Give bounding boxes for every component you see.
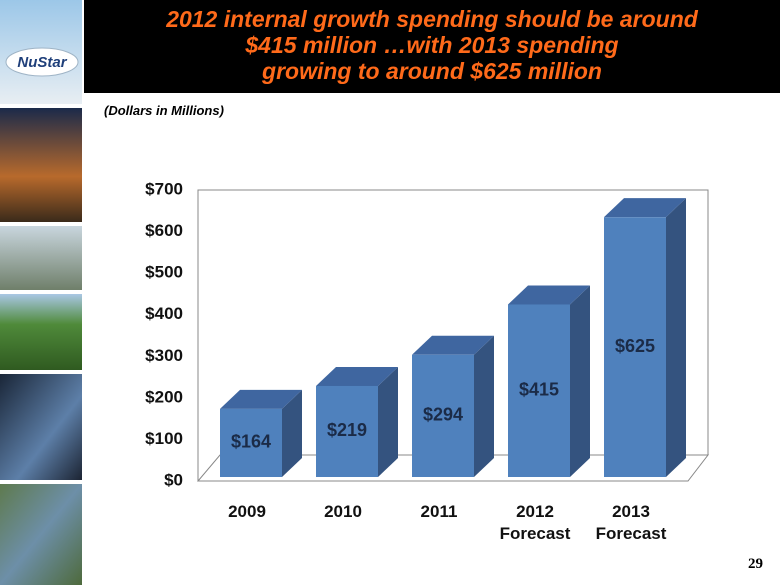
page-number: 29 <box>748 556 763 572</box>
y-tick-label: $600 <box>145 221 183 240</box>
y-tick-label: $400 <box>145 304 183 323</box>
y-tick-label: $700 <box>145 179 183 198</box>
value-label: $219 <box>327 420 367 440</box>
bar-top <box>508 285 590 305</box>
bar <box>604 217 666 477</box>
title: 2012 internal growth spending should be … <box>84 6 780 84</box>
value-label: $625 <box>615 336 655 356</box>
photo <box>0 294 82 370</box>
bar-side <box>282 389 302 477</box>
bar-side <box>666 198 686 477</box>
value-label: $294 <box>423 405 463 425</box>
bar <box>220 408 282 477</box>
photo <box>0 374 82 480</box>
bar-top <box>220 389 302 409</box>
header-bar <box>84 0 780 93</box>
y-tick-label: $300 <box>145 346 183 365</box>
title-line: growing to around $625 million <box>262 58 602 84</box>
bar-top <box>316 366 398 386</box>
x-tick-label: 2013 Forecast <box>595 502 667 543</box>
logo-badge <box>5 47 79 77</box>
title-line: $415 million …with 2013 spending <box>245 32 619 58</box>
logo: NuStar <box>17 54 67 71</box>
x-tick-label: 2009 <box>228 502 266 521</box>
value-label: $415 <box>519 379 559 399</box>
bar <box>316 385 378 477</box>
bar-side <box>474 335 494 477</box>
value-label: $164 <box>231 432 271 452</box>
bar-side <box>378 366 398 477</box>
back-wall <box>197 189 709 481</box>
x-tick-label: 2011 <box>420 502 458 521</box>
x-tick-label: 2012 Forecast <box>499 502 571 543</box>
bar <box>412 354 474 477</box>
y-tick-label: $200 <box>145 387 183 406</box>
bar-top <box>412 335 494 355</box>
bar-side <box>570 285 590 477</box>
photo <box>0 108 82 222</box>
title-line: 2012 internal growth spending should be … <box>166 6 698 32</box>
photo <box>0 484 82 585</box>
photo <box>0 226 82 290</box>
subtitle: (Dollars in Millions) <box>104 103 224 118</box>
bar-top <box>604 198 686 218</box>
y-tick-label: $100 <box>145 429 183 448</box>
y-tick-label: $500 <box>145 263 183 282</box>
x-tick-label: 2010 <box>324 502 362 521</box>
bar <box>508 304 570 477</box>
y-tick-label: $0 <box>164 470 183 489</box>
